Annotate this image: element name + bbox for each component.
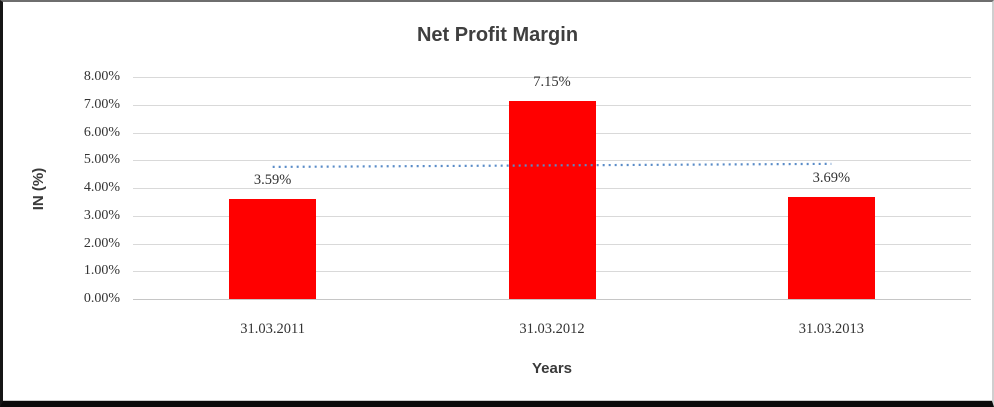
bar — [508, 100, 596, 299]
y-tick-label: 7.00% — [83, 96, 120, 112]
y-tick-label: 0.00% — [83, 291, 120, 306]
bar — [229, 199, 317, 299]
x-category-label: 31.03.2012 — [519, 321, 585, 337]
y-tick-label: 5.00% — [83, 152, 120, 168]
x-axis-line — [133, 299, 971, 300]
y-tick-label: 2.00% — [83, 235, 120, 251]
x-axis-title: Years — [531, 360, 573, 377]
bar-data-label: 3.69% — [812, 169, 851, 186]
y-tick-label: 3.00% — [83, 207, 120, 223]
bar-data-label: 7.15% — [533, 73, 571, 90]
chart-title: Net Profit Margin — [416, 24, 579, 46]
bar-data-label: 3.59% — [253, 172, 292, 189]
y-tick-label: 8.00% — [83, 69, 120, 84]
bar — [787, 196, 875, 299]
gridline — [133, 77, 971, 78]
y-tick-label: 4.00% — [83, 180, 120, 195]
y-tick-label: 1.00% — [83, 263, 120, 279]
x-category-label: 31.03.2011 — [240, 321, 306, 337]
x-category-label: 31.03.2013 — [798, 321, 864, 337]
y-tick-label: 6.00% — [83, 124, 120, 140]
